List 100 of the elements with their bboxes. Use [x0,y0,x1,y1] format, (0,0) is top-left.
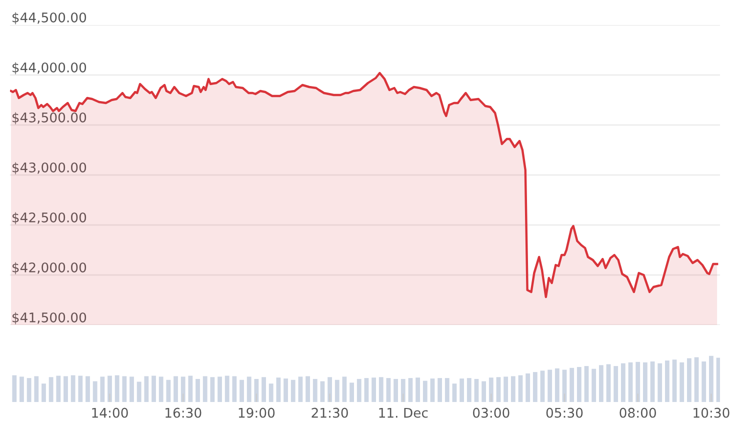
bar [246,376,252,402]
bar [20,376,24,402]
bar [606,364,611,402]
bar [438,378,442,402]
bar [26,378,32,402]
bar [526,373,530,402]
bar [716,358,720,402]
bar [12,375,17,402]
x-tick-label: 14:00 [92,408,128,418]
x-tick-label: 03:00 [473,408,510,418]
bar [694,357,699,402]
bar [466,378,472,402]
bar [518,375,523,402]
bar [488,378,494,402]
bar [268,384,274,402]
bar [576,366,582,402]
bar [400,378,406,402]
bar [554,368,560,402]
bar [628,362,633,402]
bar [290,380,296,402]
bar [532,372,538,402]
bar [416,378,420,402]
bar [430,378,435,402]
y-tick-label: $41,500.00 [12,312,86,324]
bar [108,376,112,402]
bar [196,378,200,402]
bar [598,365,604,402]
x-tick-label: 11. Dec [379,408,428,418]
bar [408,378,413,402]
y-tick-label: $42,500.00 [12,212,86,224]
bar [328,377,332,402]
bar [240,380,244,402]
bar [202,376,208,402]
bar [64,376,68,402]
bar [284,378,288,402]
bar [548,370,552,402]
bar [614,366,618,402]
y-tick-label: $42,000.00 [12,262,86,274]
bar [180,376,186,402]
bar [166,380,171,402]
bar [92,381,98,402]
bar [130,376,134,402]
bar [152,376,156,402]
bar [356,378,362,402]
bar [378,377,384,402]
bar [460,378,464,402]
bar [48,377,54,402]
bar [709,356,714,402]
bar [394,378,398,402]
bar [34,376,39,402]
bar [334,380,340,402]
bar [158,376,164,402]
bar [306,376,310,402]
bar [372,378,376,402]
bar [570,368,574,402]
bar [584,366,589,402]
bar [276,378,281,402]
bar [482,381,486,402]
y-tick-label: $44,000.00 [12,62,86,74]
bar [42,384,46,402]
bar [642,362,648,402]
bar [364,378,369,402]
bar [78,376,83,402]
bar [540,370,545,402]
bar [680,362,684,402]
bar [224,376,230,402]
bar [342,376,347,402]
bar [100,376,105,402]
bar [650,361,655,402]
bar [496,377,501,402]
x-tick-label: 05:30 [546,408,583,418]
bar [686,358,692,402]
bar [636,362,640,402]
x-tick-label: 10:30 [694,408,730,418]
bar [672,360,677,402]
bar [70,375,76,402]
bar [350,382,354,402]
bar [702,361,706,402]
bar [254,378,259,402]
bar [620,363,626,402]
bar [122,376,127,402]
bar [210,377,215,402]
bar [188,376,193,402]
x-tick-label: 16:30 [166,408,202,418]
x-tick-label: 21:30 [312,408,348,418]
bar [86,376,90,402]
bar [444,378,450,402]
y-tick-label: $44,500.00 [12,12,86,24]
bar [320,381,325,402]
bar [144,376,149,402]
bar [218,376,222,402]
bar [114,375,120,402]
bar [510,376,516,402]
x-tick-label: 19:00 [238,408,275,418]
bar [452,384,457,402]
bar [386,378,391,402]
bar [312,378,318,402]
x-tick-label: 08:00 [620,408,656,418]
bar [504,376,508,402]
bar [474,378,479,402]
